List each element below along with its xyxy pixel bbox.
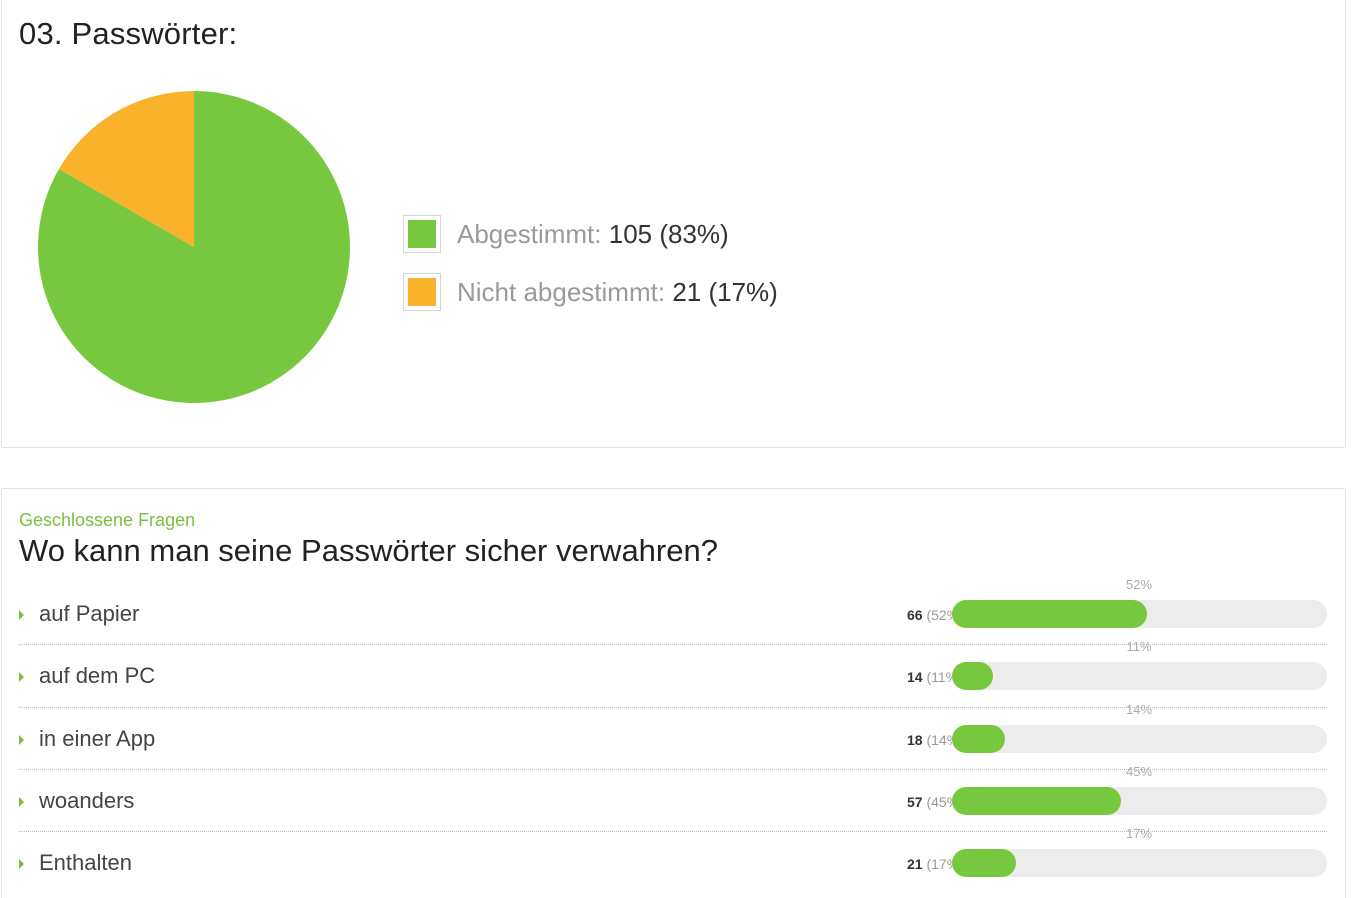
- answer-label: in einer App: [39, 725, 156, 751]
- answer-row[interactable]: Enthalten 21 (17%) 17%: [19, 826, 1327, 894]
- answer-bar-fill: [952, 724, 1005, 753]
- legend-text-not-voted: Nicht abgestimmt: 21 (17%): [457, 277, 778, 308]
- answer-row[interactable]: woanders 57 (45%) 45%: [19, 764, 1327, 833]
- answer-percent-label: 14%: [1125, 701, 1153, 717]
- legend-value: 21 (17%): [672, 276, 778, 307]
- legend-item-voted: Abgestimmt: 105 (83%): [403, 214, 778, 254]
- question-panel: [1, 488, 1346, 898]
- legend-value: 105 (83%): [608, 218, 729, 249]
- answer-percent-label: 11%: [1126, 639, 1152, 655]
- answer-list: auf Papier 66 (52%) 52% auf dem PC 14 (11%) 1…: [19, 577, 1327, 894]
- legend-swatch-not-voted: [403, 273, 441, 311]
- answer-label: auf dem PC: [39, 663, 156, 689]
- answer-row[interactable]: auf Papier 66 (52%) 52%: [19, 577, 1327, 646]
- answer-bar-track: [952, 600, 1327, 628]
- pie-slice-voted: [37, 91, 350, 403]
- answer-label: Enthalten: [39, 850, 132, 876]
- expand-arrow-icon[interactable]: [19, 672, 24, 683]
- legend-item-not-voted: Nicht abgestimmt: 21 (17%): [403, 272, 778, 312]
- legend-label: Nicht abgestimmt:: [457, 276, 666, 307]
- answer-bar-track: [952, 724, 1327, 753]
- pie-legend: Abgestimmt: 105 (83%) Nicht abgestimmt: …: [403, 214, 778, 330]
- answer-bar-fill: [952, 600, 1147, 628]
- pie-svg: [37, 91, 350, 403]
- answer-percent-label: 17%: [1125, 826, 1153, 842]
- page-title: 03. Passwörter:: [19, 16, 238, 51]
- legend-swatch-voted: [403, 215, 441, 253]
- expand-arrow-icon[interactable]: [19, 796, 24, 807]
- expand-arrow-icon[interactable]: [19, 859, 24, 870]
- answer-bar-track: [952, 849, 1327, 878]
- expand-arrow-icon[interactable]: [19, 610, 24, 620]
- answer-bar-fill: [952, 662, 994, 691]
- legend-label: Abgestimmt:: [457, 218, 602, 249]
- answer-row[interactable]: auf dem PC 14 (11%) 11%: [19, 639, 1327, 708]
- answer-bar-track: [952, 662, 1327, 691]
- expand-arrow-icon[interactable]: [19, 734, 24, 745]
- answer-bar-fill: [952, 849, 1016, 878]
- answer-label: auf Papier: [39, 601, 140, 626]
- legend-text-voted: Abgestimmt: 105 (83%): [457, 219, 729, 250]
- answer-bar-track: [952, 786, 1327, 815]
- answer-bar-fill: [952, 786, 1121, 815]
- answer-row[interactable]: in einer App 18 (14%) 14%: [19, 702, 1327, 770]
- question-title: Wo kann man seine Passwörter sicher verw…: [19, 533, 718, 568]
- question-category: Geschlossene Fragen: [19, 510, 196, 530]
- answer-percent-label: 45%: [1125, 763, 1153, 779]
- answer-label: woanders: [39, 787, 135, 813]
- pie-slice-not-voted: [58, 91, 194, 247]
- participation-pie-chart: [36, 89, 352, 405]
- answer-percent-label: 52%: [1125, 577, 1153, 592]
